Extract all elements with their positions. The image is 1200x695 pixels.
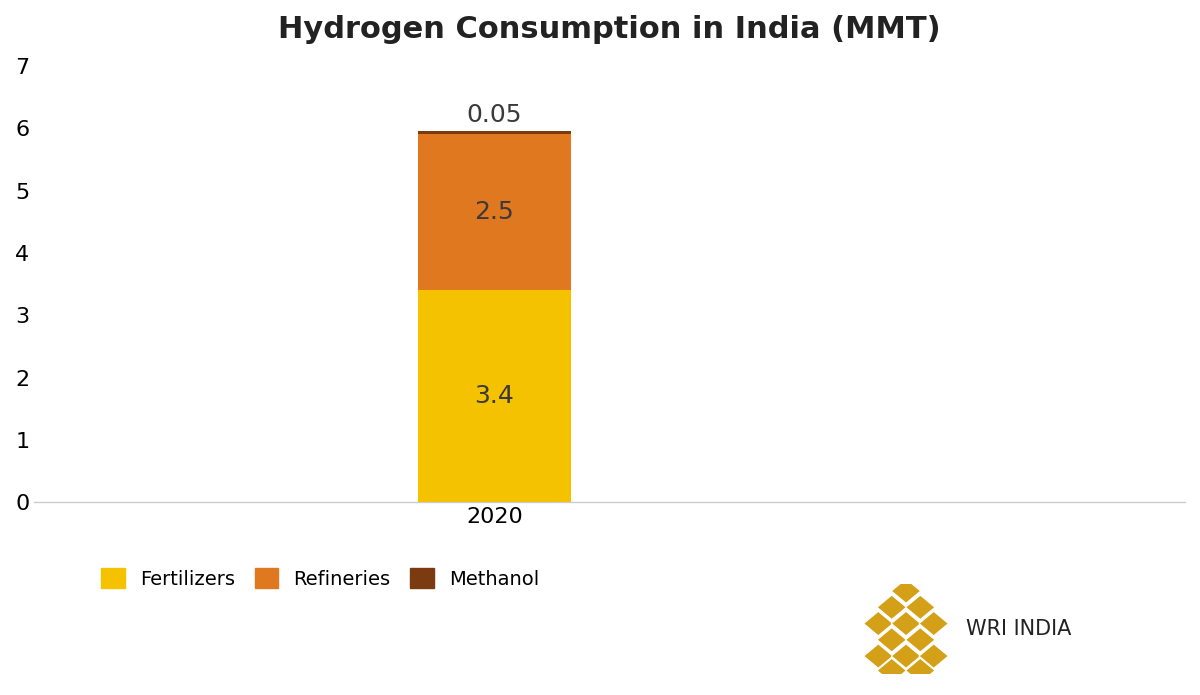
Polygon shape [906, 628, 935, 652]
Polygon shape [864, 644, 893, 669]
Polygon shape [919, 644, 948, 669]
Text: WRI INDIA: WRI INDIA [966, 619, 1072, 639]
Text: 3.4: 3.4 [474, 384, 515, 409]
Polygon shape [892, 644, 920, 669]
Bar [418, 134, 571, 291]
Text: 0.05: 0.05 [467, 103, 522, 127]
Polygon shape [906, 658, 935, 682]
Polygon shape [892, 612, 920, 636]
Polygon shape [877, 658, 906, 682]
Polygon shape [877, 595, 906, 619]
Title: Hydrogen Consumption in India (MMT): Hydrogen Consumption in India (MMT) [278, 15, 941, 44]
Polygon shape [864, 612, 893, 636]
Polygon shape [906, 595, 935, 619]
Legend: Fertilizers, Refineries, Methanol: Fertilizers, Refineries, Methanol [101, 569, 539, 589]
Polygon shape [877, 628, 906, 652]
Bar [418, 291, 571, 502]
Polygon shape [892, 579, 920, 603]
Polygon shape [919, 612, 948, 636]
Text: 2.5: 2.5 [474, 200, 515, 224]
Bar [418, 131, 571, 134]
